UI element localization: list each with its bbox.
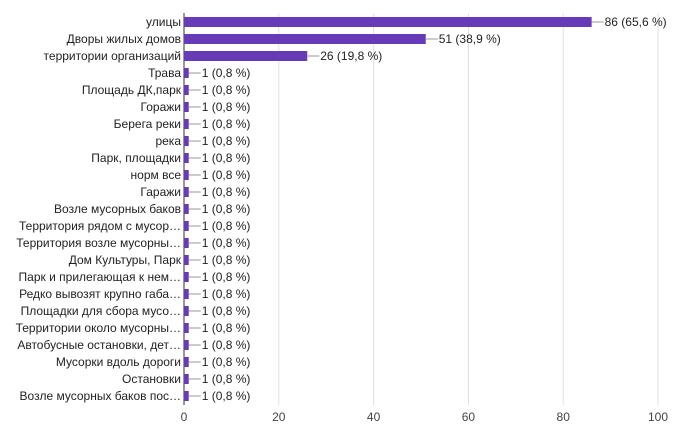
value-label: 1 (0,8 %)	[202, 338, 251, 352]
value-label: 1 (0,8 %)	[202, 219, 251, 233]
y-tick-label: Территории около мусорны…	[16, 321, 181, 335]
y-tick-label: Парк, площадки	[91, 151, 181, 165]
bar	[184, 255, 189, 265]
y-tick-label: Территория рядом с мусор…	[19, 219, 181, 233]
bar	[184, 238, 189, 248]
bar	[184, 187, 189, 197]
x-tick-label: 20	[272, 410, 286, 424]
y-tick-label: норм все	[131, 168, 182, 182]
value-label: 1 (0,8 %)	[202, 321, 251, 335]
value-label: 1 (0,8 %)	[202, 117, 251, 131]
x-tick-label: 0	[181, 410, 188, 424]
bar	[184, 204, 189, 214]
bar	[184, 85, 189, 95]
bar	[184, 17, 592, 27]
value-label: 1 (0,8 %)	[202, 202, 251, 216]
value-label: 1 (0,8 %)	[202, 287, 251, 301]
y-tick-label: Площадки для сбора мусо…	[21, 304, 181, 318]
bar	[184, 34, 426, 44]
value-label: 1 (0,8 %)	[202, 100, 251, 114]
value-label: 1 (0,8 %)	[202, 83, 251, 97]
bar	[184, 221, 189, 231]
value-label: 1 (0,8 %)	[202, 304, 251, 318]
y-tick-label: Площадь ДК,парк	[82, 83, 182, 97]
value-label: 1 (0,8 %)	[202, 270, 251, 284]
bar	[184, 102, 189, 112]
y-tick-label: Трава	[148, 66, 181, 80]
bar	[184, 68, 189, 78]
bar	[184, 51, 308, 61]
value-label: 1 (0,8 %)	[202, 389, 251, 403]
x-tick-label: 100	[648, 410, 668, 424]
bar	[184, 357, 189, 367]
bar	[184, 136, 189, 146]
value-label: 1 (0,8 %)	[202, 185, 251, 199]
value-label: 26 (19,8 %)	[320, 49, 382, 63]
bar	[184, 153, 189, 163]
x-tick-label: 60	[462, 410, 476, 424]
bar	[184, 323, 189, 333]
y-tick-label: Дом Культуры, Парк	[69, 253, 182, 267]
value-label: 1 (0,8 %)	[202, 253, 251, 267]
bar	[184, 340, 189, 350]
bar	[184, 306, 189, 316]
value-label: 1 (0,8 %)	[202, 372, 251, 386]
value-label: 86 (65,6 %)	[605, 15, 667, 29]
bar	[184, 289, 189, 299]
y-tick-label: Территория возле мусорны…	[16, 236, 181, 250]
bar	[184, 119, 189, 129]
value-label: 1 (0,8 %)	[202, 236, 251, 250]
y-tick-label: Возле мусорных баков	[54, 202, 181, 216]
x-tick-label: 80	[557, 410, 571, 424]
y-tick-label: Остановки	[122, 372, 181, 386]
y-tick-label: Берега реки	[114, 117, 181, 131]
y-tick-label: Редко вывозят крупно габа…	[19, 287, 181, 301]
value-label: 1 (0,8 %)	[202, 134, 251, 148]
y-tick-label: Дворы жилых домов	[67, 32, 181, 46]
y-tick-label: река	[155, 134, 181, 148]
y-tick-label: Возле мусорных баков пос…	[20, 389, 181, 403]
x-tick-label: 40	[367, 410, 381, 424]
value-label: 1 (0,8 %)	[202, 355, 251, 369]
bar	[184, 374, 189, 384]
y-tick-label: территории организаций	[44, 49, 181, 63]
value-label: 1 (0,8 %)	[202, 151, 251, 165]
bar	[184, 272, 189, 282]
bar	[184, 391, 189, 401]
value-label: 1 (0,8 %)	[202, 66, 251, 80]
value-label: 1 (0,8 %)	[202, 168, 251, 182]
y-tick-label: Автобусные остановки, дет…	[17, 338, 181, 352]
y-tick-label: Мусорки вдоль дороги	[56, 355, 181, 369]
value-label: 51 (38,9 %)	[439, 32, 501, 46]
y-tick-label: Гаражи	[140, 185, 181, 199]
y-tick-label: Парк и прилегающая к нем…	[19, 270, 181, 284]
y-tick-label: Горажи	[141, 100, 181, 114]
bar	[184, 170, 189, 180]
y-tick-label: улицы	[146, 15, 181, 29]
